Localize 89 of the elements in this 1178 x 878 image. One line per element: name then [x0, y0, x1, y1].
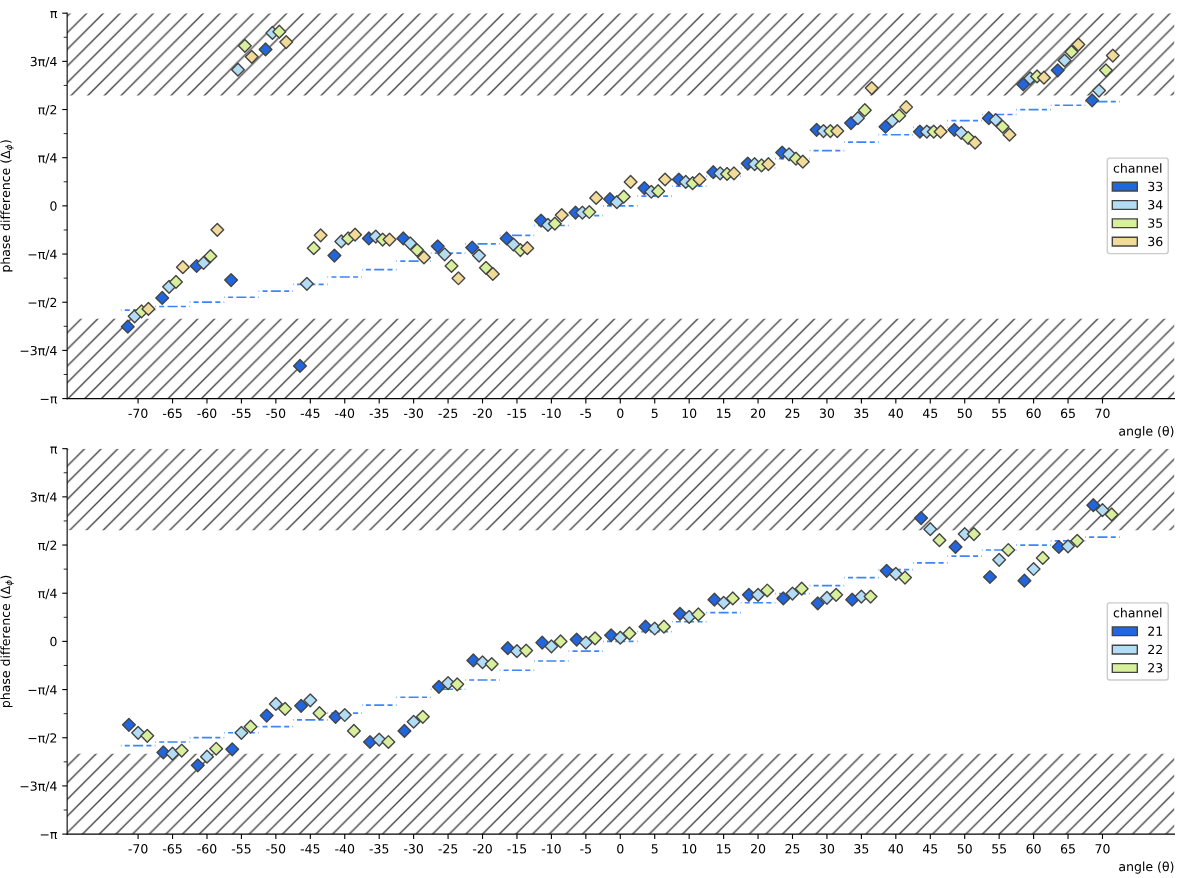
x-tick-label: 65 — [1060, 844, 1075, 854]
x-tick-label: 5 — [651, 844, 658, 854]
x-tick-label: -15 — [507, 408, 527, 418]
y-tick-label: 0 — [50, 201, 57, 211]
x-tick-label: 5 — [651, 408, 658, 418]
x-tick-label: -30 — [404, 844, 424, 854]
y-tick-label: −π/4 — [28, 685, 57, 696]
x-tick-label: 70 — [1095, 408, 1110, 418]
x-tick-label: 45 — [922, 408, 938, 418]
x-tick-label: -5 — [580, 844, 591, 854]
x-tick-label: -25 — [438, 408, 458, 418]
x-tick-label: -70 — [128, 408, 148, 418]
y-tick-label: −3π/4 — [20, 345, 57, 357]
x-tick-label: -65 — [162, 408, 182, 418]
x-tick-label: 35 — [854, 408, 869, 418]
x-tick-label: 60 — [1026, 844, 1041, 854]
y-axis-title: phase difference (Δ$_{ϕ}$) — [0, 140, 14, 272]
y-tick-label: π/4 — [38, 588, 57, 600]
x-tick-label: -55 — [231, 408, 251, 418]
x-tick-label: 40 — [888, 844, 903, 854]
x-tick-label: 25 — [785, 844, 800, 854]
x-tick-label: -60 — [197, 408, 217, 418]
x-tick-label: -5 — [580, 408, 591, 418]
x-tick-label: 10 — [682, 844, 697, 854]
x-tick-label: 40 — [888, 408, 903, 418]
x-tick-label: -30 — [404, 408, 424, 418]
legend-label: 36 — [1148, 236, 1163, 247]
x-tick-label: 50 — [957, 844, 972, 854]
y-tick-label: 0 — [50, 636, 57, 647]
x-tick-label: -60 — [197, 844, 217, 854]
x-tick-label: 55 — [992, 844, 1007, 854]
x-tick-label: -70 — [128, 844, 148, 854]
x-tick-label: -40 — [335, 408, 355, 418]
x-tick-label: 15 — [717, 408, 731, 418]
x-tick-label: -50 — [266, 844, 286, 854]
legend-label: 34 — [1148, 200, 1163, 210]
x-tick-label: -45 — [300, 408, 320, 418]
y-tick-label: −π — [40, 396, 58, 404]
legend-label: 35 — [1148, 218, 1163, 228]
x-tick-label: -55 — [231, 844, 251, 854]
y-tick-label: −π/4 — [28, 249, 57, 260]
x-tick-label: -40 — [335, 844, 355, 854]
legend-label: 23 — [1148, 663, 1163, 673]
legend-label: 33 — [1148, 181, 1163, 192]
x-tick-label: -25 — [438, 844, 458, 854]
y-tick-label: 3π/4 — [30, 56, 57, 68]
x-tick-label: 45 — [922, 844, 938, 854]
x-tick-label: -35 — [369, 408, 389, 418]
y-tick-label: π/2 — [38, 540, 57, 551]
y-axis-title: phase difference (Δ$_{ϕ}$) — [0, 575, 14, 708]
x-tick-label: 15 — [717, 844, 731, 854]
x-tick-label: 55 — [992, 408, 1007, 418]
x-tick-label: -15 — [507, 844, 527, 854]
x-tick-label: -65 — [162, 844, 182, 854]
x-tick-label: -10 — [541, 408, 561, 418]
y-tick-label: π/2 — [38, 104, 57, 116]
legend-label: 22 — [1148, 644, 1162, 655]
x-tick-label: 30 — [819, 408, 835, 418]
y-tick-label: π — [50, 11, 58, 19]
legend-title: channel — [1113, 607, 1162, 618]
y-tick-label: 3π/4 — [30, 492, 57, 503]
y-tick-label: −3π/4 — [20, 781, 57, 792]
x-tick-label: 0 — [617, 844, 624, 854]
x-tick-label: 60 — [1026, 408, 1041, 418]
x-axis-title: angle (θ) — [1119, 425, 1174, 439]
x-tick-label: 30 — [819, 844, 835, 854]
x-tick-label: 50 — [957, 408, 972, 418]
x-tick-label: 20 — [751, 408, 766, 418]
x-tick-label: -35 — [369, 844, 389, 854]
y-tick-label: π — [50, 446, 58, 454]
y-tick-label: π/4 — [38, 153, 57, 164]
x-tick-label: 20 — [751, 844, 766, 854]
x-tick-label: -50 — [266, 408, 286, 418]
legend-title: channel — [1113, 163, 1162, 173]
x-tick-label: -20 — [472, 844, 492, 854]
y-tick-label: −π — [40, 832, 58, 840]
x-axis-title: angle (θ) — [1119, 861, 1174, 874]
x-tick-label: 10 — [682, 408, 697, 418]
x-tick-label: -45 — [300, 844, 320, 854]
legend-label: 21 — [1148, 626, 1163, 636]
x-tick-label: 0 — [617, 408, 624, 418]
x-tick-label: 65 — [1060, 408, 1075, 418]
y-tick-label: −π/2 — [28, 733, 57, 744]
x-tick-label: 25 — [785, 408, 800, 418]
x-tick-label: 70 — [1095, 844, 1110, 854]
x-tick-label: 35 — [854, 844, 869, 854]
x-tick-label: -20 — [472, 408, 492, 418]
x-tick-label: -10 — [541, 844, 561, 854]
y-tick-label: −π/2 — [28, 297, 57, 309]
